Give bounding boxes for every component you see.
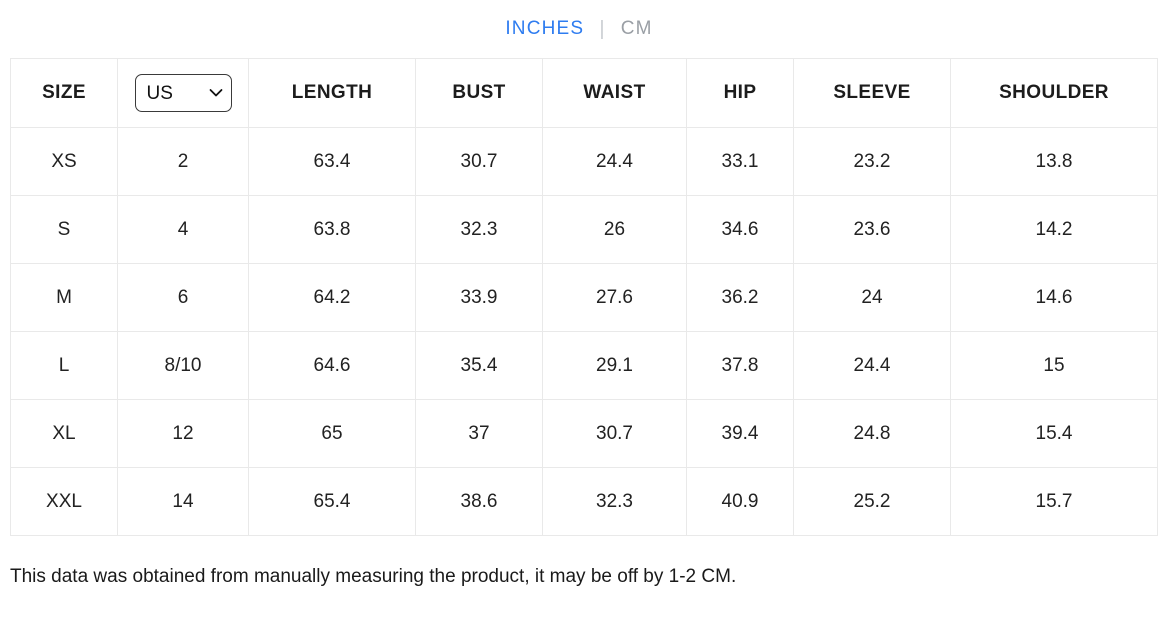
measurement-cell: 14 — [117, 467, 249, 536]
table-row-m: M 6 64.2 33.9 27.6 36.2 24 14.6 — [10, 263, 1158, 332]
measurement-cell: 65.4 — [248, 467, 416, 536]
column-header-bust: BUST — [415, 58, 543, 128]
column-header-length: LENGTH — [248, 58, 416, 128]
measurement-cell: 14.2 — [950, 195, 1158, 264]
measurement-cell: 24.8 — [793, 399, 951, 468]
measurement-cell: 32.3 — [542, 467, 687, 536]
size-label-cell: XL — [10, 399, 118, 468]
measurement-cell: 15 — [950, 331, 1158, 400]
measurement-cell: 64.2 — [248, 263, 416, 332]
measurement-cell: 8/10 — [117, 331, 249, 400]
measurement-cell: 64.6 — [248, 331, 416, 400]
measurement-cell: 26 — [542, 195, 687, 264]
size-label-cell: XS — [10, 127, 118, 196]
table-row-xxl: XXL 14 65.4 38.6 32.3 40.9 25.2 15.7 — [10, 467, 1158, 536]
measurement-cell: 25.2 — [793, 467, 951, 536]
measurement-cell: 14.6 — [950, 263, 1158, 332]
size-standard-select[interactable]: US — [134, 74, 232, 112]
table-row-xs: XS 2 63.4 30.7 24.4 33.1 23.2 13.8 — [10, 127, 1158, 196]
column-header-size: SIZE — [10, 58, 118, 128]
measurement-cell: 38.6 — [415, 467, 543, 536]
measurement-cell: 35.4 — [415, 331, 543, 400]
measurement-cell: 2 — [117, 127, 249, 196]
size-label-cell: XXL — [10, 467, 118, 536]
measurement-cell: 39.4 — [686, 399, 794, 468]
column-header-waist: WAIST — [542, 58, 687, 128]
measurement-cell: 23.6 — [793, 195, 951, 264]
measurement-disclaimer: This data was obtained from manually mea… — [10, 566, 737, 587]
table-row-l: L 8/10 64.6 35.4 29.1 37.8 24.4 15 — [10, 331, 1158, 400]
column-header-hip: HIP — [686, 58, 794, 128]
measurement-cell: 36.2 — [686, 263, 794, 332]
column-header-sleeve: SLEEVE — [793, 58, 951, 128]
measurement-cell: 34.6 — [686, 195, 794, 264]
header-row: SIZE US LENGTH BUST WAIST HIP SLEEVE — [10, 58, 1158, 128]
measurement-cell: 30.7 — [542, 399, 687, 468]
measurement-cell: 24 — [793, 263, 951, 332]
measurement-cell: 37 — [415, 399, 543, 468]
size-label-cell: M — [10, 263, 118, 332]
measurement-cell: 40.9 — [686, 467, 794, 536]
unit-toggle: INCHES | CM — [0, 0, 1158, 58]
measurement-cell: 30.7 — [415, 127, 543, 196]
unit-toggle-divider: | — [599, 17, 606, 40]
table-row-xl: XL 12 65 37 30.7 39.4 24.8 15.4 — [10, 399, 1158, 468]
size-label-cell: S — [10, 195, 118, 264]
measurement-cell: 6 — [117, 263, 249, 332]
measurement-cell: 33.1 — [686, 127, 794, 196]
measurement-cell: 27.6 — [542, 263, 687, 332]
measurement-cell: 65 — [248, 399, 416, 468]
unit-cm-button[interactable]: CM — [620, 18, 653, 39]
measurement-cell: 37.8 — [686, 331, 794, 400]
measurement-cell: 4 — [117, 195, 249, 264]
unit-inches-button[interactable]: INCHES — [505, 18, 585, 39]
measurement-cell: 63.4 — [248, 127, 416, 196]
table-row-s: S 4 63.8 32.3 26 34.6 23.6 14.2 — [10, 195, 1158, 264]
size-standard-select-wrap: US — [134, 74, 232, 112]
size-label-cell: L — [10, 331, 118, 400]
measurement-cell: 32.3 — [415, 195, 543, 264]
measurement-cell: 15.7 — [950, 467, 1158, 536]
measurement-cell: 24.4 — [542, 127, 687, 196]
measurement-cell: 15.4 — [950, 399, 1158, 468]
column-header-shoulder: SHOULDER — [950, 58, 1158, 128]
measurement-cell: 13.8 — [950, 127, 1158, 196]
measurement-cell: 12 — [117, 399, 249, 468]
size-chart-table: SIZE US LENGTH BUST WAIST HIP SLEEVE — [10, 58, 1158, 536]
measurement-cell: 24.4 — [793, 331, 951, 400]
measurement-cell: 33.9 — [415, 263, 543, 332]
column-header-standard: US — [117, 58, 249, 128]
measurement-cell: 29.1 — [542, 331, 687, 400]
measurement-cell: 63.8 — [248, 195, 416, 264]
measurement-cell: 23.2 — [793, 127, 951, 196]
